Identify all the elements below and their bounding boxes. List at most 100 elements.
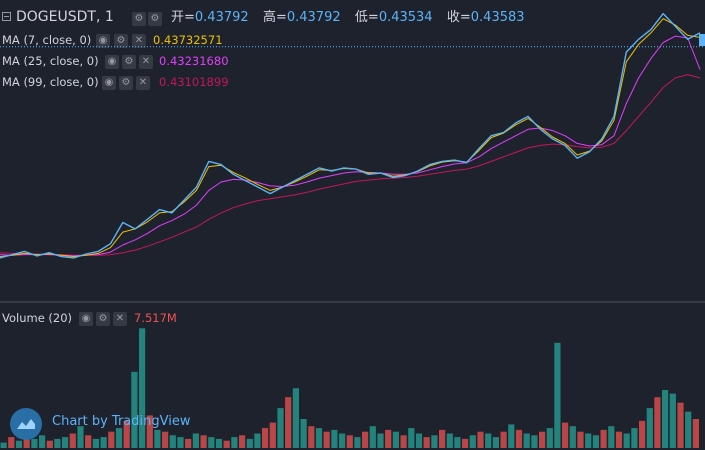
volume-bar	[454, 437, 461, 448]
volume-bar	[254, 433, 261, 448]
volume-bar	[139, 328, 146, 448]
volume-bar	[246, 438, 253, 448]
ma25-series-line	[0, 35, 701, 257]
low-label: 低=	[354, 10, 379, 25]
volume-close-icon[interactable]: ✕	[113, 312, 127, 326]
volume-bar	[346, 435, 353, 448]
ma99-visibility-icon[interactable]: ◉	[102, 76, 116, 90]
volume-bar	[439, 429, 446, 448]
close-label: 收=	[446, 10, 471, 25]
volume-bar	[131, 371, 138, 448]
volume-bar	[200, 435, 207, 448]
volume-bar	[654, 397, 661, 448]
volume-bar	[446, 433, 453, 448]
volume-bar	[585, 433, 592, 448]
volume-bar	[262, 428, 269, 448]
volume-bar	[531, 435, 538, 448]
volume-bar	[492, 437, 499, 448]
legend-panel: DOGEUSDT, 1 ⚙ ⚙ 开=0.43792 高=0.43792 低=0.…	[0, 0, 705, 95]
open-value: 0.43792	[194, 10, 249, 25]
volume-bar	[54, 438, 61, 448]
volume-bar	[15, 440, 23, 448]
volume-bar	[339, 433, 346, 448]
ohlc-row: 开=0.43792 高=0.43792 低=0.43534 收=0.43583	[171, 10, 525, 26]
volume-bar	[85, 435, 92, 448]
volume-value: 7.517M	[134, 311, 177, 325]
ma25-settings-icon[interactable]: ⚙	[122, 55, 136, 69]
volume-bar	[377, 433, 384, 448]
volume-bar	[62, 437, 69, 448]
volume-bar	[231, 437, 238, 448]
volume-visibility-icon[interactable]: ◉	[79, 312, 93, 326]
ma25-value: 0.43231680	[159, 54, 229, 68]
volume-bar	[300, 419, 307, 448]
volume-bar	[592, 435, 599, 448]
volume-bar	[31, 438, 38, 448]
volume-bar	[539, 431, 546, 448]
volume-bar	[315, 428, 323, 448]
ma99-series-line	[0, 74, 701, 256]
volume-bar	[192, 433, 199, 448]
volume-bar	[569, 426, 576, 448]
volume-bar	[77, 426, 84, 448]
ma25-visibility-icon[interactable]: ◉	[105, 55, 119, 69]
high-label: 高=	[262, 10, 287, 25]
volume-bar	[554, 342, 561, 448]
volume-bar	[0, 442, 7, 448]
volume-label: Volume (20)	[2, 311, 73, 325]
volume-bar	[108, 431, 115, 448]
volume-bar	[515, 429, 523, 448]
close-value: 0.43583	[470, 10, 525, 25]
volume-bar	[677, 402, 684, 448]
pane-divider[interactable]	[0, 301, 705, 303]
ma7-value: 0.43732571	[153, 33, 223, 47]
volume-bar	[562, 422, 569, 448]
volume-bar	[92, 438, 99, 448]
collapse-legend-icon[interactable]	[2, 12, 11, 21]
volume-bar	[639, 420, 646, 448]
volume-layer	[0, 328, 699, 448]
tradingview-link[interactable]: Chart by TradingView	[52, 414, 191, 429]
volume-bar	[669, 393, 676, 448]
volume-bar	[692, 419, 699, 448]
volume-bar	[477, 431, 484, 448]
volume-bar	[423, 437, 430, 448]
high-value: 0.43792	[286, 10, 341, 25]
volume-bar	[123, 420, 130, 448]
volume-bar	[285, 397, 292, 448]
ma25-close-icon[interactable]: ✕	[139, 55, 153, 69]
volume-bar	[600, 429, 607, 448]
settings-icon[interactable]: ⚙	[132, 12, 146, 26]
volume-bar	[169, 435, 176, 448]
volume-bar	[354, 437, 361, 448]
volume-bar	[400, 435, 407, 448]
ma7-label: MA (7, close, 0)	[2, 33, 92, 47]
ma99-settings-icon[interactable]: ⚙	[119, 76, 133, 90]
volume-bar	[469, 435, 476, 448]
volume-bar	[415, 433, 423, 448]
tradingview-logo-icon[interactable]	[10, 408, 42, 440]
price-series-line	[0, 12, 701, 259]
volume-bar	[239, 435, 246, 448]
ma99-close-icon[interactable]: ✕	[136, 76, 150, 90]
volume-bar	[369, 426, 376, 448]
volume-bar	[577, 431, 584, 448]
volume-bar	[631, 428, 638, 448]
ma7-visibility-icon[interactable]: ◉	[96, 34, 110, 48]
ma7-settings-icon[interactable]: ⚙	[114, 34, 128, 48]
ma7-series-line	[0, 18, 701, 258]
gear-icon[interactable]: ⚙	[148, 12, 162, 26]
symbol-title: DOGEUSDT, 1	[16, 9, 114, 25]
low-value: 0.43534	[378, 10, 433, 25]
volume-settings-icon[interactable]: ⚙	[96, 312, 110, 326]
volume-bar	[685, 411, 692, 448]
volume-bar	[608, 426, 615, 448]
ma25-label: MA (25, close, 0)	[2, 54, 99, 68]
volume-bar	[269, 422, 276, 448]
volume-bar	[185, 438, 192, 448]
volume-bar	[623, 433, 630, 448]
volume-bar	[385, 429, 392, 448]
volume-bar	[177, 437, 184, 448]
ma7-close-icon[interactable]: ✕	[132, 34, 146, 48]
